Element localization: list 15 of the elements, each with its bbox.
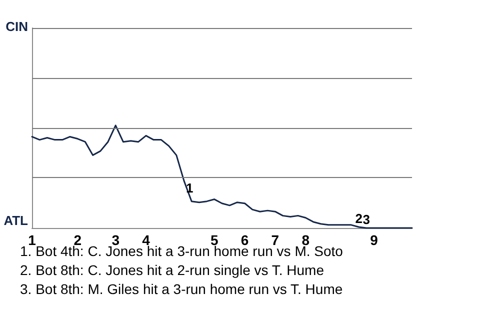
annotation: 1 — [186, 180, 194, 196]
text: 2. Bot 8th: C. Jones hit a 2-run single vs T. Hume — [20, 262, 324, 278]
x-tick-label: 7 — [271, 232, 280, 248]
x-tick-label: 3 — [112, 232, 120, 248]
x-tick-label: 4 — [142, 232, 150, 248]
x-tick-label: 9 — [370, 232, 378, 248]
text: ATL — [4, 213, 28, 228]
x-tick-label: 5 — [210, 232, 218, 248]
annotation: 3 — [362, 212, 370, 227]
annotation: 2 — [355, 210, 362, 226]
x-tick-label: 1 — [28, 232, 36, 248]
x-tick-label: 6 — [240, 232, 249, 248]
text: 3. Bot 8th: M. Giles hit a 3-run home run vs T. Hume — [20, 281, 343, 297]
x-tick-label: 2 — [74, 232, 82, 248]
text: CIN — [6, 19, 28, 34]
